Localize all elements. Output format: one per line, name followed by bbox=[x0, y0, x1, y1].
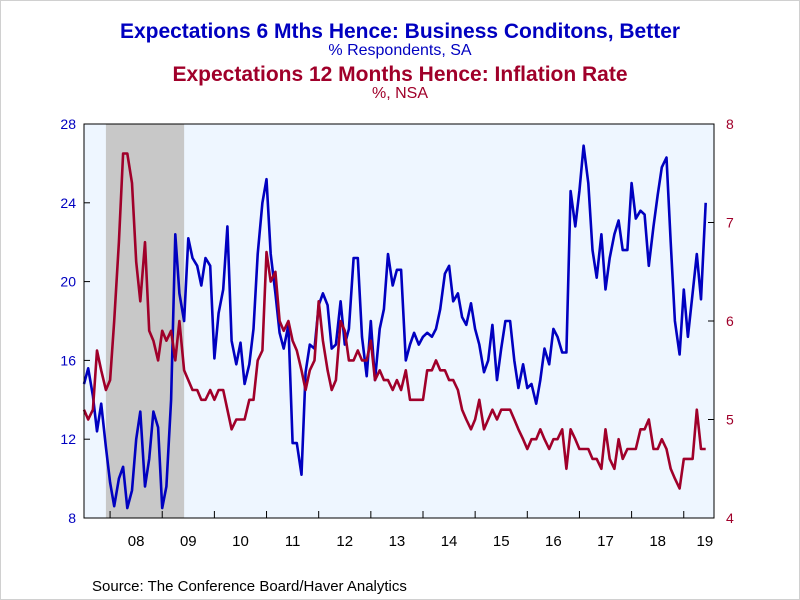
x-axis-tick-label: 08 bbox=[128, 533, 145, 550]
right-axis-tick-label: 6 bbox=[726, 313, 734, 329]
left-axis-tick-label: 12 bbox=[60, 431, 76, 447]
x-axis-tick-label: 19 bbox=[697, 533, 714, 550]
x-axis-tick-label: 12 bbox=[336, 533, 353, 550]
chart-subtitle-inflation: %, NSA bbox=[371, 85, 428, 102]
left-axis-tick-label: 8 bbox=[68, 510, 76, 526]
x-axis-tick-label: 16 bbox=[545, 533, 562, 550]
right-axis-tick-label: 8 bbox=[726, 116, 734, 132]
right-axis-tick-label: 4 bbox=[726, 510, 734, 526]
x-axis-tick-label: 17 bbox=[597, 533, 614, 550]
x-axis-tick-label: 18 bbox=[649, 533, 666, 550]
left-axis-tick-label: 28 bbox=[60, 116, 76, 132]
chart-title-business-conditions: Expectations 6 Mths Hence: Business Cond… bbox=[119, 20, 681, 43]
x-axis-tick-label: 15 bbox=[493, 533, 510, 550]
x-axis-tick-label: 09 bbox=[180, 533, 197, 550]
series-line-business-conditions bbox=[82, 144, 707, 510]
recession-shading-0 bbox=[105, 124, 185, 518]
chart-title-inflation: Expectations 12 Months Hence: Inflation … bbox=[172, 63, 628, 86]
x-axis-tick-label: 10 bbox=[232, 533, 249, 550]
x-axis-tick-label: 14 bbox=[441, 533, 458, 550]
right-axis-tick-label: 5 bbox=[726, 412, 734, 428]
x-axis-tick-label: 11 bbox=[285, 533, 301, 550]
chart-subtitle-business-conditions: % Respondents, SA bbox=[328, 42, 472, 59]
right-axis-tick-label: 7 bbox=[726, 215, 734, 231]
left-axis-tick-label: 20 bbox=[60, 274, 76, 290]
left-axis-tick-label: 24 bbox=[60, 195, 76, 211]
x-axis-tick-label: 13 bbox=[389, 533, 406, 550]
left-axis-tick-label: 16 bbox=[60, 352, 76, 368]
series-line-inflation bbox=[82, 152, 706, 490]
source-note: Source: The Conference Board/Haver Analy… bbox=[92, 578, 407, 595]
